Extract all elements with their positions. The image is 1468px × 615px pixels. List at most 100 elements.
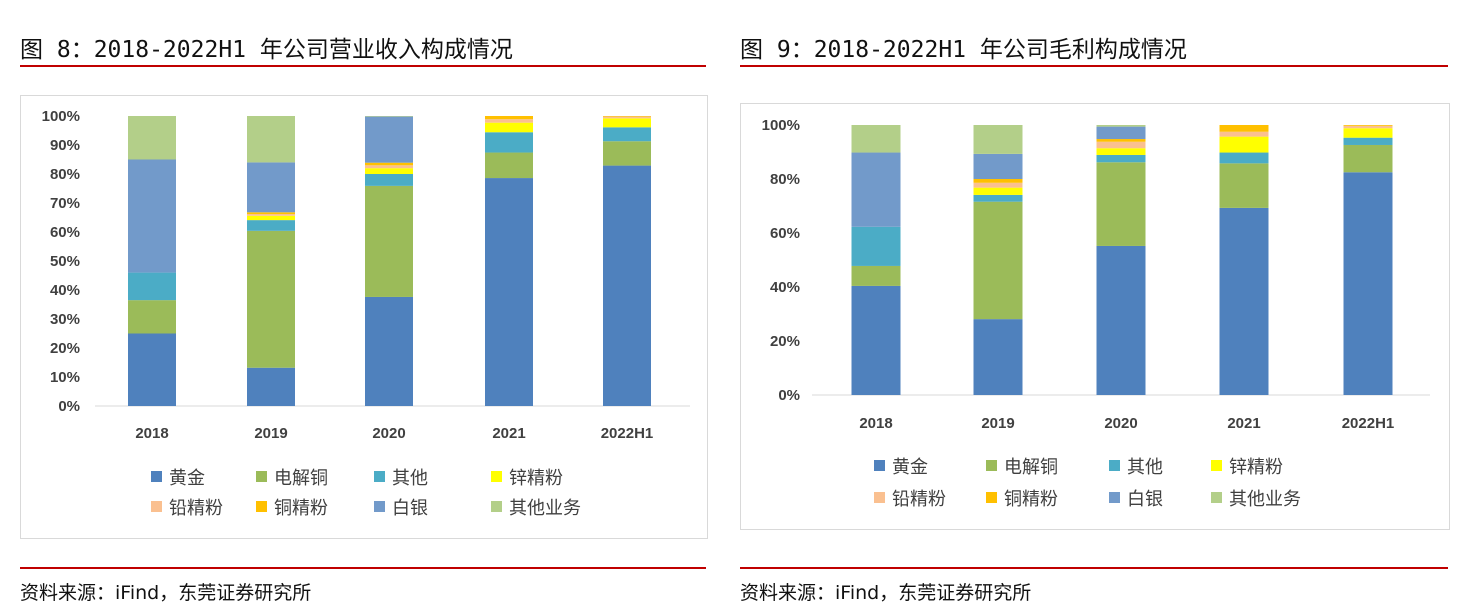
bar-segment bbox=[1096, 125, 1146, 127]
bar-segment bbox=[1096, 148, 1146, 155]
bar-segment bbox=[1343, 137, 1393, 145]
legend-swatch bbox=[1109, 492, 1120, 503]
left-title-rule bbox=[20, 65, 706, 67]
bar-segment bbox=[365, 185, 413, 297]
legend-label: 电解铜 bbox=[1004, 457, 1058, 478]
bar-segment bbox=[851, 152, 901, 227]
legend-label: 其他 bbox=[392, 468, 428, 489]
right-title-rule bbox=[740, 65, 1448, 67]
bar-segment bbox=[247, 215, 295, 221]
legend-swatch bbox=[1211, 492, 1222, 503]
bar-segment bbox=[1343, 125, 1393, 126]
legend-swatch bbox=[1211, 460, 1222, 471]
bar-segment bbox=[851, 226, 901, 266]
legend-swatch bbox=[491, 501, 502, 512]
y-tick-label: 30% bbox=[50, 311, 80, 328]
bar-segment bbox=[1343, 125, 1393, 129]
bar-segment bbox=[247, 220, 295, 231]
x-tick-label: 2021 bbox=[492, 425, 525, 442]
bar-segment bbox=[485, 178, 533, 406]
legend-label: 其他 bbox=[1127, 457, 1163, 478]
x-tick-label: 2020 bbox=[1104, 415, 1137, 432]
bar-segment bbox=[973, 187, 1023, 195]
bar-segment bbox=[1096, 245, 1146, 395]
y-tick-label: 70% bbox=[50, 195, 80, 212]
legend-swatch bbox=[874, 492, 885, 503]
bar-segment bbox=[973, 153, 1023, 179]
bar-segment bbox=[485, 132, 533, 153]
bar-segment bbox=[1219, 207, 1269, 395]
legend-label: 白银 bbox=[1127, 489, 1163, 510]
y-tick-label: 0% bbox=[778, 387, 800, 404]
bar-segment bbox=[128, 116, 176, 160]
bar-segment bbox=[485, 119, 533, 123]
bar-segment bbox=[247, 367, 295, 406]
bar-segment bbox=[1096, 141, 1146, 149]
y-tick-label: 80% bbox=[50, 166, 80, 183]
legend-swatch bbox=[256, 501, 267, 512]
legend-swatch bbox=[374, 471, 385, 482]
y-tick-label: 100% bbox=[762, 117, 800, 134]
bar-segment bbox=[973, 182, 1023, 188]
bar-segment bbox=[365, 174, 413, 186]
x-tick-label: 2018 bbox=[859, 415, 892, 432]
legend-swatch bbox=[151, 501, 162, 512]
bar-segment bbox=[365, 165, 413, 169]
bar-segment bbox=[128, 333, 176, 406]
left-source: 资料来源：iFind，东莞证券研究所 bbox=[20, 582, 312, 604]
legend-label: 锌精粉 bbox=[1229, 457, 1283, 478]
bar-segment bbox=[603, 118, 651, 128]
y-tick-label: 0% bbox=[58, 398, 80, 415]
bar-segment bbox=[365, 168, 413, 174]
bar-segment bbox=[1219, 125, 1269, 132]
bar-segment bbox=[1219, 136, 1269, 153]
y-tick-label: 20% bbox=[770, 333, 800, 350]
y-tick-label: 50% bbox=[50, 253, 80, 270]
y-tick-label: 90% bbox=[50, 137, 80, 154]
x-tick-label: 2022H1 bbox=[601, 425, 654, 442]
legend-label: 锌精粉 bbox=[509, 468, 563, 489]
bar-segment bbox=[973, 319, 1023, 395]
bar-segment bbox=[603, 116, 651, 119]
y-tick-label: 10% bbox=[50, 369, 80, 386]
bar-segment bbox=[365, 116, 413, 117]
bar-segment bbox=[247, 116, 295, 163]
legend-label: 其他业务 bbox=[1229, 489, 1301, 510]
bar-segment bbox=[1343, 144, 1393, 173]
bar-segment bbox=[851, 265, 901, 286]
legend-swatch bbox=[986, 460, 997, 471]
bar-segment bbox=[851, 125, 901, 153]
bar-segment bbox=[485, 122, 533, 133]
left-figure-title: 图 8：2018-2022H1 年公司营业收入构成情况 bbox=[20, 37, 513, 63]
x-tick-label: 2018 bbox=[135, 425, 168, 442]
bar-segment bbox=[1219, 163, 1269, 208]
legend-swatch bbox=[374, 501, 385, 512]
right-footer-rule bbox=[740, 567, 1448, 569]
bar-segment bbox=[247, 162, 295, 213]
y-tick-label: 60% bbox=[50, 224, 80, 241]
bar-segment bbox=[973, 201, 1023, 320]
bar-segment bbox=[973, 179, 1023, 183]
y-tick-label: 60% bbox=[770, 225, 800, 242]
right-source: 资料来源：iFind，东莞证券研究所 bbox=[740, 582, 1032, 604]
legend-swatch bbox=[874, 460, 885, 471]
legend-label: 白银 bbox=[392, 498, 428, 519]
bar-segment bbox=[128, 300, 176, 334]
bar-segment bbox=[365, 162, 413, 166]
bar-segment bbox=[603, 116, 651, 117]
bar-segment bbox=[1343, 172, 1393, 395]
legend-label: 电解铜 bbox=[274, 468, 328, 489]
bar-segment bbox=[365, 296, 413, 406]
y-tick-label: 40% bbox=[50, 282, 80, 299]
legend-swatch bbox=[1109, 460, 1120, 471]
legend-label: 黄金 bbox=[892, 457, 928, 478]
bar-segment bbox=[973, 125, 1023, 154]
y-tick-label: 40% bbox=[770, 279, 800, 296]
x-tick-label: 2021 bbox=[1227, 415, 1260, 432]
legend-label: 铅精粉 bbox=[169, 498, 223, 519]
bar-segment bbox=[485, 152, 533, 179]
x-tick-label: 2022H1 bbox=[1342, 415, 1395, 432]
legend-label: 其他业务 bbox=[509, 498, 581, 519]
right-figure-title: 图 9：2018-2022H1 年公司毛利构成情况 bbox=[740, 37, 1187, 63]
